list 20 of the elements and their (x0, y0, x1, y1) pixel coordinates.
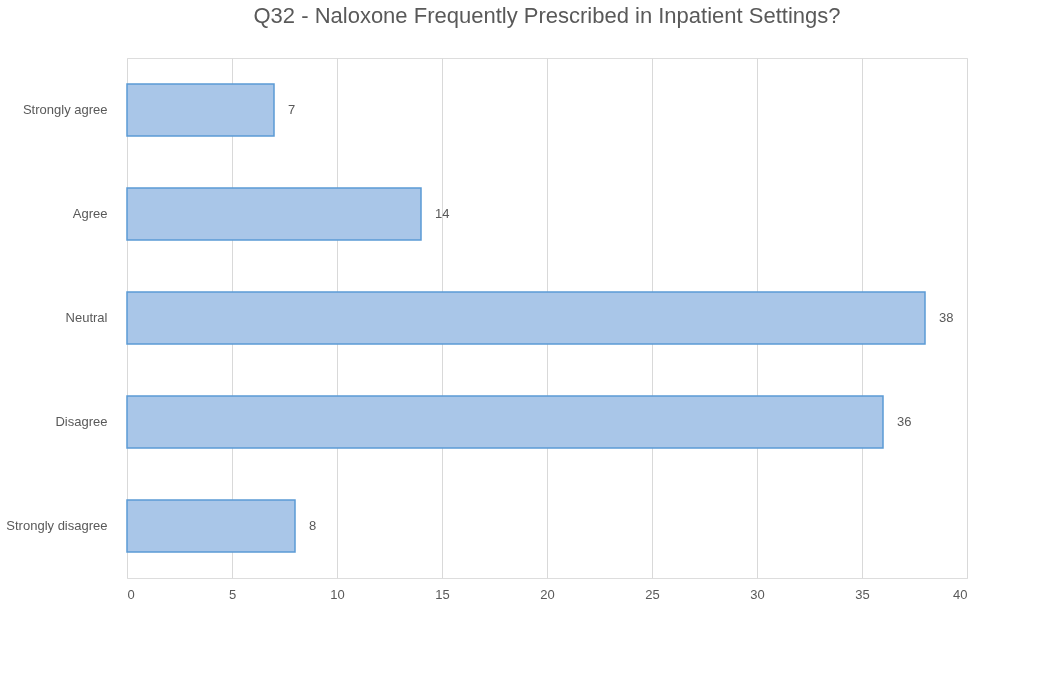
y-tick-label: Strongly disagree (6, 518, 108, 533)
chart-title: Q32 - Naloxone Frequently Prescribed in Inpatient Settings? (253, 3, 841, 28)
data-label: 38 (939, 310, 954, 325)
x-tick-label: 10 (330, 586, 345, 602)
y-tick-label: Strongly agree (22, 102, 108, 117)
x-tick-label: 20 (540, 586, 555, 602)
y-tick-label: Neutral (65, 310, 108, 325)
data-label: 36 (897, 414, 912, 429)
x-tick-label: 5 (228, 586, 237, 602)
x-tick-label: 25 (645, 586, 660, 602)
x-tick-label: 30 (750, 586, 765, 602)
data-label: 8 (309, 518, 317, 533)
y-tick-label: Agree (72, 206, 108, 221)
data-label: 14 (435, 206, 450, 221)
x-tick-label: 15 (435, 586, 450, 602)
data-label: 7 (288, 102, 296, 117)
x-tick-label: 35 (855, 586, 870, 602)
x-tick-label: 40 (953, 586, 968, 602)
y-tick-label: Disagree (55, 414, 108, 429)
x-tick-label: 0 (127, 586, 135, 602)
